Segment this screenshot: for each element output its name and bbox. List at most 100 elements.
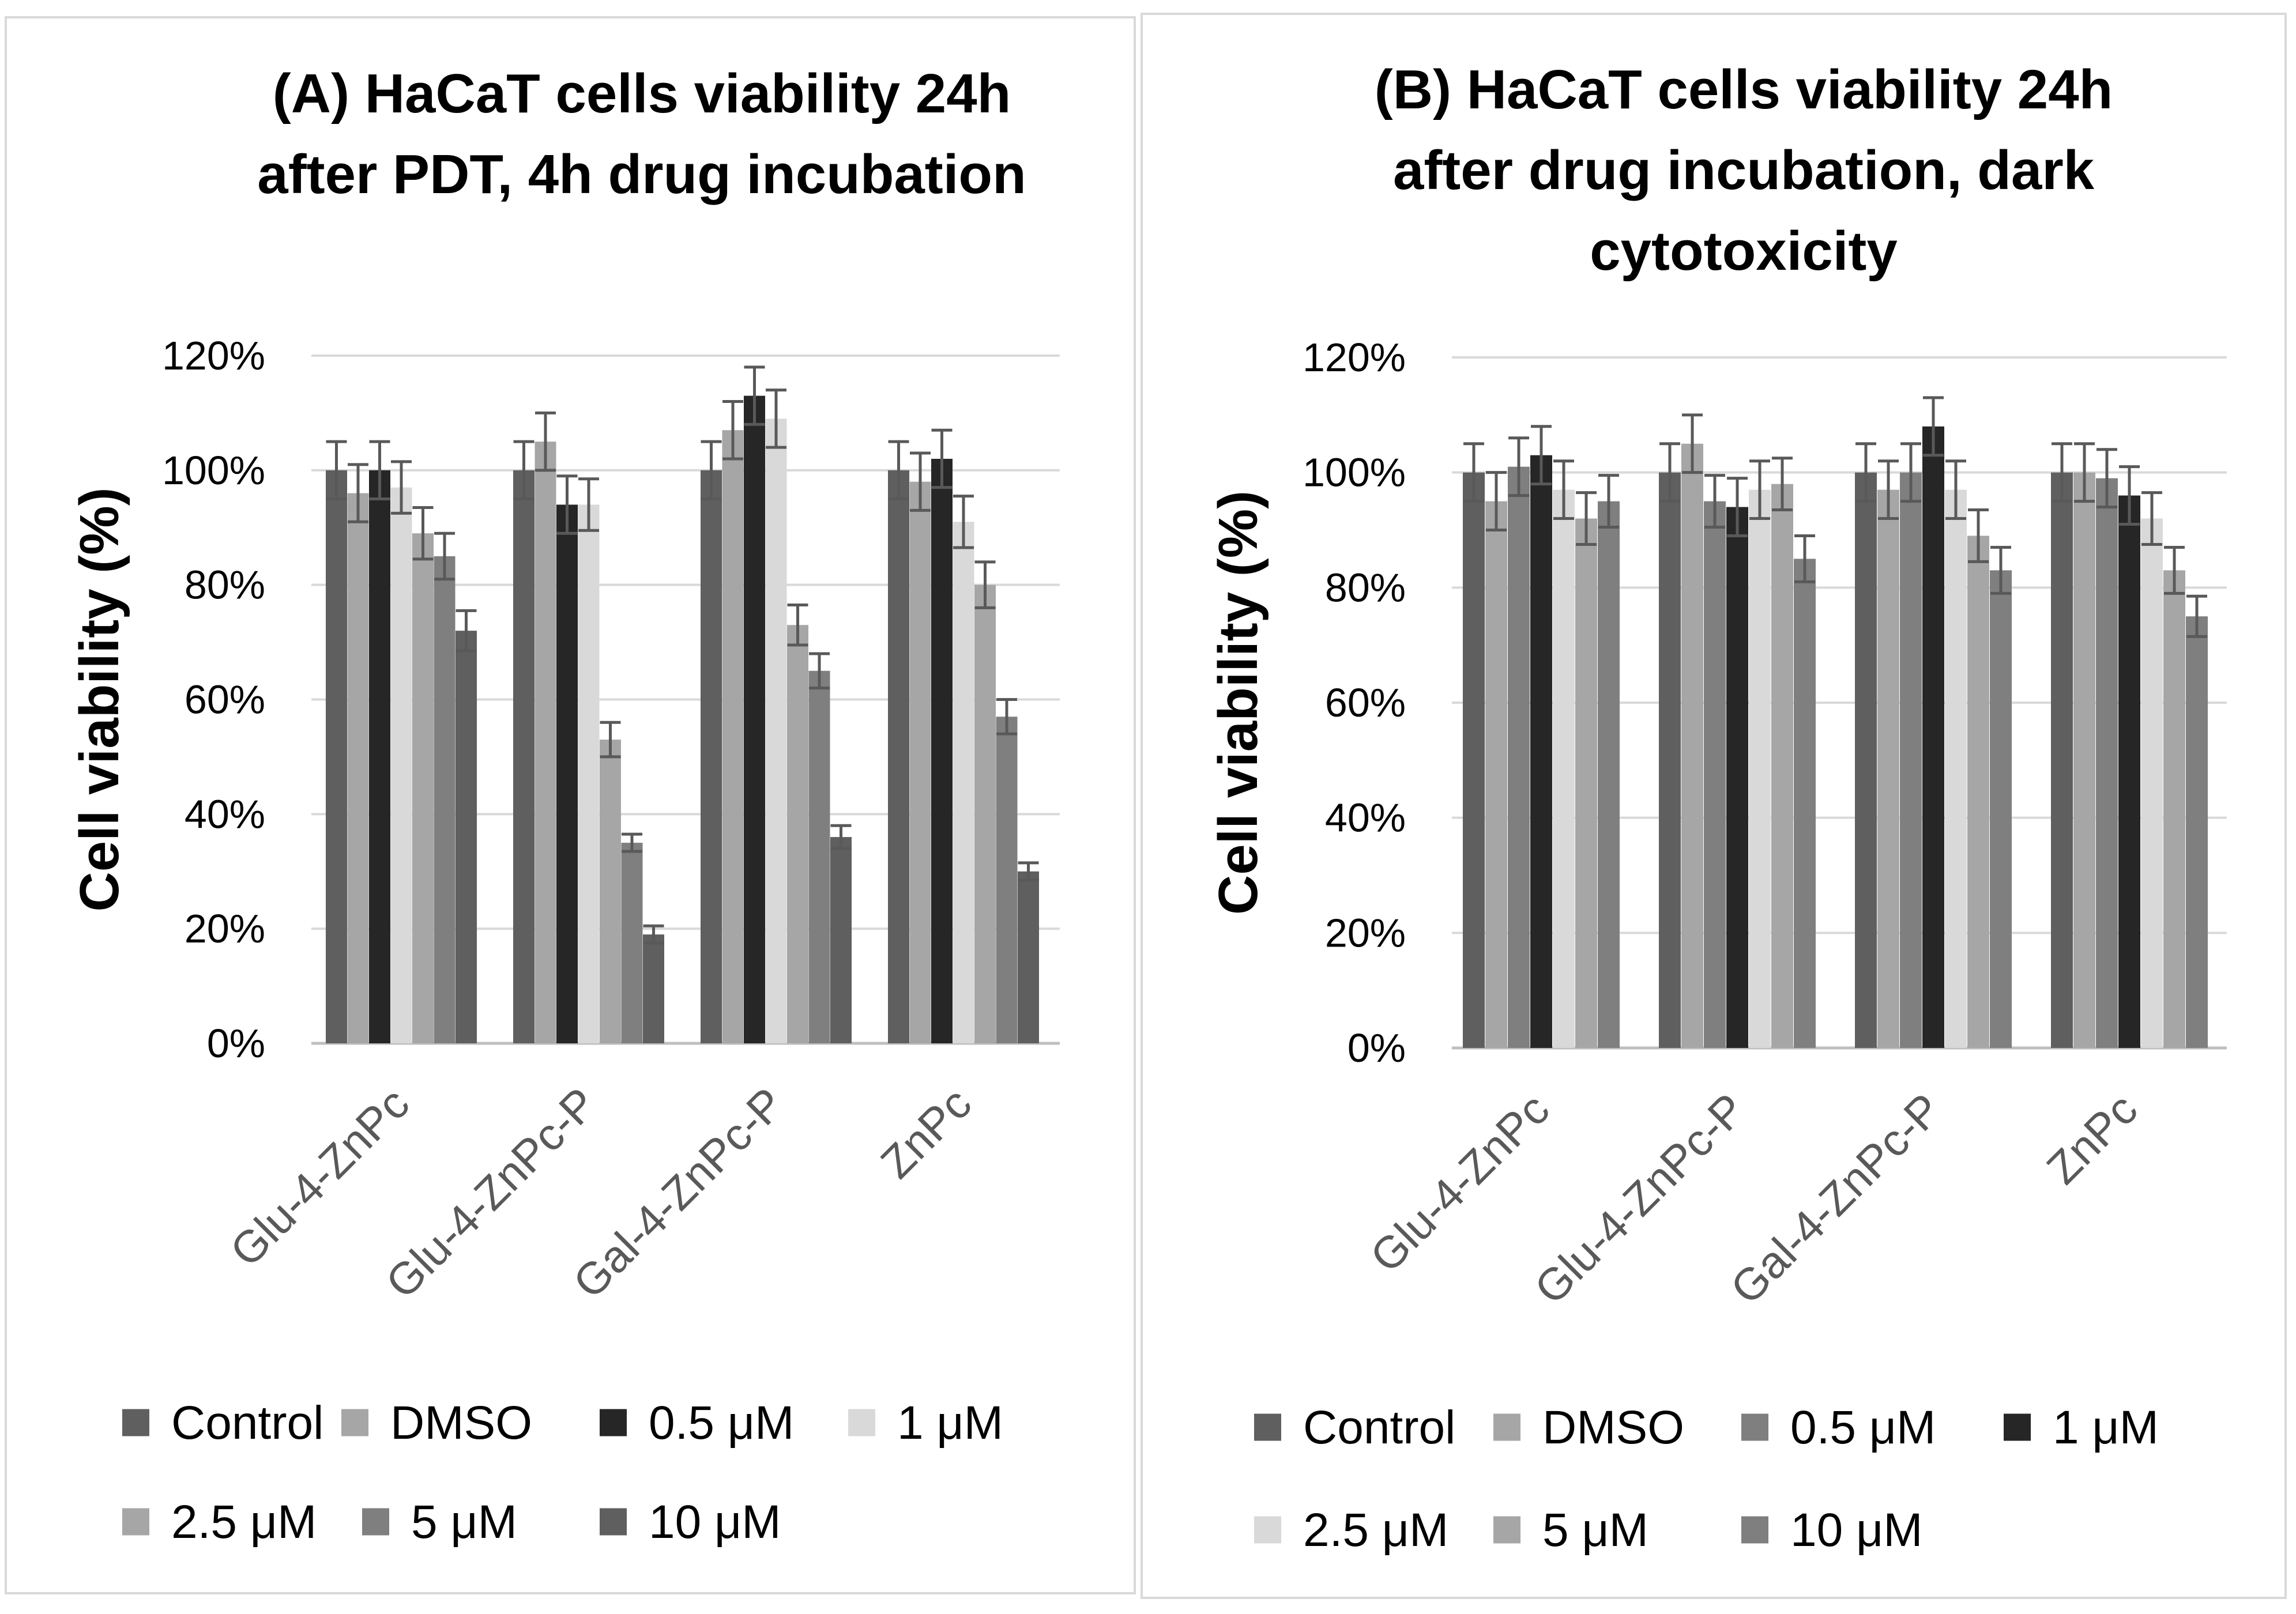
chart-title-line: after PDT, 4h drug incubation: [257, 144, 1026, 205]
bar-Gal-4-ZnPc-P-Control: [701, 470, 722, 1043]
bar-ZnPc-0.5 μM: [931, 458, 953, 1043]
bar-Glu-4-ZnPc-10 μM: [1598, 501, 1620, 1048]
y-tick-label: 80%: [1325, 565, 1406, 610]
y-tick-label: 0%: [1348, 1025, 1406, 1070]
bar-Glu-4-ZnPc-P-DMSO: [535, 442, 556, 1043]
bar-Glu-4-ZnPc-Control: [1463, 472, 1485, 1048]
legend-swatch: [1254, 1516, 1281, 1544]
bar-Gal-4-ZnPc-P-5 μM: [808, 670, 830, 1043]
legend-label: Control: [1303, 1401, 1455, 1454]
y-tick-label: 120%: [162, 333, 265, 378]
legend-label: DMSO: [390, 1397, 532, 1449]
y-tick-label: 80%: [185, 563, 265, 608]
bar-ZnPc-10 μM: [2186, 616, 2208, 1048]
legend-label: 0.5 μM: [1790, 1401, 1936, 1454]
bar-ZnPc-2.5 μM: [974, 584, 996, 1043]
legend-swatch: [1493, 1516, 1520, 1544]
bar-Glu-4-ZnPc-1 μM: [390, 487, 412, 1043]
chart-title-line: (B) HaCaT cells viability 24h: [1375, 59, 2113, 120]
bar-Gal-4-ZnPc-P-2.5 μM: [787, 625, 808, 1043]
x-tick-label: ZnPc: [871, 1078, 981, 1188]
legend-label: 1 μM: [2053, 1401, 2159, 1454]
legend-label: Control: [171, 1397, 323, 1449]
legend-label: 10 μM: [1790, 1504, 1923, 1556]
bar-Glu-4-ZnPc-Control: [326, 470, 347, 1043]
y-tick-label: 0%: [207, 1021, 265, 1066]
y-tick-label: 100%: [1303, 450, 1406, 495]
bar-Glu-4-ZnPc-2.5 μM: [1553, 489, 1575, 1048]
y-tick-label: 60%: [185, 677, 265, 722]
chart-title-line: (A) HaCaT cells viability 24h: [273, 63, 1011, 125]
legend-swatch: [600, 1409, 627, 1436]
bar-Glu-4-ZnPc-DMSO: [347, 493, 369, 1043]
bar-ZnPc-5 μM: [2163, 570, 2185, 1048]
legend-swatch: [1254, 1413, 1281, 1441]
chart-b: (B) HaCaT cells viability 24h after drug …: [1207, 59, 2227, 1556]
legend-label: 5 μM: [411, 1496, 517, 1548]
bar-Glu-4-ZnPc-0.5 μM: [369, 470, 390, 1043]
bar-ZnPc-DMSO: [2073, 472, 2095, 1048]
bar-Glu-4-ZnPc-P-2.5 μM: [600, 740, 621, 1043]
bar-Gal-4-ZnPc-P-0.5 μM: [744, 395, 765, 1043]
y-tick-label: 120%: [1303, 335, 1406, 380]
legend-label: 2.5 μM: [171, 1496, 317, 1548]
y-tick-label: 100%: [162, 448, 265, 493]
chart-a: (A) HaCaT cells viability 24h after PDT, …: [69, 63, 1060, 1548]
bar-Glu-4-ZnPc-10 μM: [456, 631, 477, 1043]
bar-ZnPc-5 μM: [996, 717, 1018, 1043]
legend-swatch: [600, 1508, 627, 1536]
bar-Gal-4-ZnPc-P-5 μM: [1967, 536, 1989, 1048]
bar-ZnPc-Control: [888, 470, 909, 1043]
bar-Glu-4-ZnPc-1 μM: [1530, 455, 1552, 1048]
y-tick-label: 40%: [1325, 795, 1406, 840]
legend-label: 10 μM: [649, 1496, 781, 1548]
legend-swatch: [2004, 1413, 2031, 1441]
bar-Glu-4-ZnPc-DMSO: [1485, 501, 1507, 1048]
chart-title-line: cytotoxicity: [1590, 220, 1897, 282]
bar-ZnPc-2.5 μM: [2141, 518, 2163, 1048]
bar-Gal-4-ZnPc-P-Control: [1855, 472, 1877, 1048]
y-tick-label: 40%: [185, 791, 265, 836]
legend-swatch: [122, 1409, 149, 1436]
bar-Gal-4-ZnPc-P-10 μM: [1990, 570, 2012, 1048]
y-tick-label: 20%: [1325, 910, 1406, 955]
bar-Glu-4-ZnPc-2.5 μM: [412, 533, 434, 1043]
x-tick-label: ZnPc: [2037, 1084, 2147, 1194]
bar-Gal-4-ZnPc-P-1 μM: [1922, 426, 1944, 1048]
bar-Glu-4-ZnPc-P-5 μM: [1771, 484, 1793, 1048]
legend-swatch: [122, 1508, 149, 1536]
legend-swatch: [1493, 1413, 1520, 1441]
legend-swatch: [1741, 1413, 1768, 1441]
bar-Glu-4-ZnPc-P-Control: [513, 470, 535, 1043]
bar-Gal-4-ZnPc-P-DMSO: [1877, 489, 1899, 1048]
x-tick-label: Glu-4-ZnPc: [220, 1078, 419, 1276]
legend-label: 1 μM: [897, 1397, 1003, 1449]
bar-Glu-4-ZnPc-P-0.5 μM: [556, 504, 578, 1043]
bar-Glu-4-ZnPc-P-DMSO: [1681, 443, 1703, 1048]
bar-Gal-4-ZnPc-P-10 μM: [830, 837, 852, 1043]
bar-Gal-4-ZnPc-P-2.5 μM: [1945, 489, 1967, 1048]
legend-label: 2.5 μM: [1303, 1504, 1448, 1556]
legend-swatch: [341, 1409, 368, 1436]
bar-Glu-4-ZnPc-P-10 μM: [1794, 559, 1816, 1048]
legend-swatch: [848, 1409, 875, 1436]
bar-ZnPc-Control: [2051, 472, 2073, 1048]
bar-Glu-4-ZnPc-P-1 μM: [578, 504, 600, 1043]
legend-swatch: [362, 1508, 389, 1536]
x-tick-label: Glu-4-ZnPc-P: [1525, 1084, 1755, 1314]
y-axis-title: Cell viability (%): [1207, 491, 1269, 915]
bar-Glu-4-ZnPc-P-10 μM: [643, 934, 664, 1043]
bar-ZnPc-1 μM: [2118, 495, 2140, 1048]
bar-Glu-4-ZnPc-P-1 μM: [1726, 507, 1748, 1048]
y-axis-title: Cell viability (%): [69, 487, 130, 911]
bar-Glu-4-ZnPc-P-2.5 μM: [1749, 489, 1771, 1048]
chart-title-line: after drug incubation, dark: [1393, 139, 2095, 201]
legend-swatch: [1741, 1516, 1768, 1544]
bar-Gal-4-ZnPc-P-1 μM: [765, 418, 787, 1043]
x-tick-label: Gal-4-ZnPc-P: [1721, 1084, 1951, 1314]
bar-ZnPc-0.5 μM: [2096, 478, 2118, 1048]
bar-ZnPc-1 μM: [953, 522, 974, 1043]
bar-Glu-4-ZnPc-P-5 μM: [621, 843, 643, 1043]
bar-Gal-4-ZnPc-P-0.5 μM: [1900, 472, 1922, 1048]
